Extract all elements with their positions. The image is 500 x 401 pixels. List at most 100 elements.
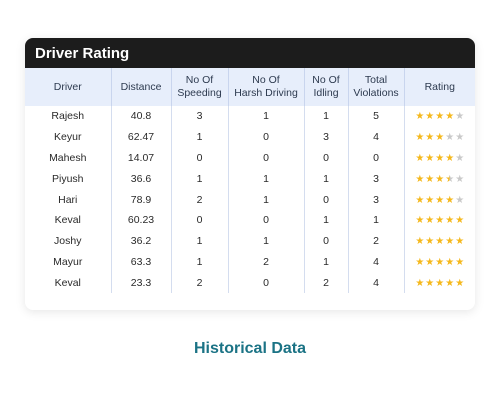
star-filled-icon: ★	[415, 277, 425, 289]
star-filled-icon: ★	[415, 111, 425, 123]
star-filled-icon: ★	[435, 152, 445, 164]
table-body: Rajesh 40.8 3 1 1 5 ★ ★ ★ ★ ★ Keyur 62.47 1 0 3 4 ★ ★ ★ ★ ★ Ma…	[25, 106, 475, 294]
star-empty-icon: ★	[455, 152, 465, 164]
star-filled-icon: ★	[445, 256, 455, 268]
cell-rating: ★ ★ ★ ★ ★	[404, 189, 475, 210]
table-row: Rajesh 40.8 3 1 1 5 ★ ★ ★ ★ ★	[25, 106, 475, 127]
cell-violations: 1	[348, 209, 405, 231]
star-empty-icon: ★	[455, 173, 465, 185]
star-filled-icon: ★	[425, 256, 435, 268]
cell-violations: 0	[348, 147, 405, 169]
cell-speeding: 3	[171, 106, 229, 127]
star-filled-icon: ★	[445, 215, 455, 227]
cell-violations: 5	[348, 106, 405, 127]
star-filled-icon: ★	[435, 215, 445, 227]
star-empty-icon: ★	[455, 194, 465, 206]
cell-violations: 2	[348, 230, 405, 252]
cell-idling: 1	[304, 168, 349, 190]
table-row: Piyush 36.6 1 1 1 3 ★ ★ ★ ★ ★	[25, 168, 475, 190]
star-filled-icon: ★	[425, 194, 435, 206]
star-filled-icon: ★	[455, 256, 465, 268]
star-filled-icon: ★	[435, 256, 445, 268]
cell-driver: Rajesh	[25, 106, 112, 127]
cell-distance: 60.23	[111, 209, 172, 231]
star-filled-icon: ★	[415, 236, 425, 248]
cell-rating: ★ ★ ★ ★ ★	[404, 106, 475, 127]
table-row: Joshy 36.2 1 1 0 2 ★ ★ ★ ★ ★	[25, 230, 475, 252]
cell-harsh: 1	[228, 168, 305, 190]
cell-driver: Keval	[25, 209, 112, 231]
cell-violations: 3	[348, 189, 405, 210]
star-filled-icon: ★	[415, 194, 425, 206]
star-filled-icon: ★	[445, 277, 455, 289]
cell-distance: 78.9	[111, 189, 172, 210]
cell-rating: ★ ★ ★ ★ ★	[404, 168, 475, 189]
table-row: Hari 78.9 2 1 0 3 ★ ★ ★ ★ ★	[25, 189, 475, 210]
star-empty-icon: ★	[445, 132, 455, 144]
table-row: Mahesh 14.07 0 0 0 0 ★ ★ ★ ★ ★	[25, 147, 475, 169]
driver-rating-table: Driver Distance No Of Speeding No Of Harsh Dr…	[25, 68, 475, 294]
star-filled-icon: ★	[445, 194, 455, 206]
rating-stars: ★ ★ ★ ★ ★	[415, 277, 465, 289]
star-filled-icon: ★	[455, 236, 465, 248]
cell-driver: Piyush	[25, 168, 112, 190]
cell-speeding: 1	[171, 126, 229, 148]
star-filled-icon: ★	[415, 173, 425, 185]
star-filled-icon: ★	[435, 173, 445, 185]
table-row: Keval 60.23 0 0 1 1 ★ ★ ★ ★ ★	[25, 209, 475, 231]
cell-harsh: 0	[228, 272, 305, 294]
star-filled-icon: ★	[415, 215, 425, 227]
historical-data-caption: Historical Data	[193, 340, 307, 357]
table-row: Keyur 62.47 1 0 3 4 ★ ★ ★ ★ ★	[25, 126, 475, 148]
rating-stars: ★ ★ ★ ★ ★	[415, 256, 465, 268]
star-filled-icon: ★	[425, 152, 435, 164]
column-header-no-of-idling: No Of Idling	[304, 68, 349, 106]
cell-idling: 2	[304, 272, 349, 294]
star-filled-icon: ★	[425, 132, 435, 144]
cell-speeding: 2	[171, 189, 229, 210]
cell-harsh: 2	[228, 251, 305, 273]
cell-distance: 36.2	[111, 230, 172, 252]
star-filled-icon: ★	[435, 194, 445, 206]
star-half-icon: ★	[445, 173, 455, 185]
star-filled-icon: ★	[435, 277, 445, 289]
star-filled-icon: ★	[435, 236, 445, 248]
table-row: Mayur 63.3 1 2 1 4 ★ ★ ★ ★ ★	[25, 251, 475, 273]
cell-distance: 36.6	[111, 168, 172, 190]
star-filled-icon: ★	[425, 173, 435, 185]
cell-distance: 40.8	[111, 106, 172, 127]
cell-speeding: 0	[171, 147, 229, 169]
star-filled-icon: ★	[425, 111, 435, 123]
cell-driver: Mayur	[25, 251, 112, 273]
column-header-no-of-harsh-driving: No Of Harsh Driving	[228, 68, 305, 106]
cell-distance: 63.3	[111, 251, 172, 273]
star-empty-icon: ★	[455, 111, 465, 123]
driver-rating-card: Driver Rating Driver Distance No Of Speedin…	[25, 38, 475, 310]
column-header-driver: Driver	[25, 68, 112, 106]
cell-harsh: 0	[228, 209, 305, 231]
cell-harsh: 1	[228, 189, 305, 210]
cell-harsh: 1	[228, 230, 305, 252]
cell-driver: Keyur	[25, 126, 112, 148]
cell-driver: Hari	[25, 189, 112, 210]
cell-rating: ★ ★ ★ ★ ★	[404, 231, 475, 252]
cell-distance: 14.07	[111, 147, 172, 169]
rating-stars: ★ ★ ★ ★ ★	[415, 152, 465, 164]
table-row: Keval 23.3 2 0 2 4 ★ ★ ★ ★ ★	[25, 272, 475, 294]
cell-driver: Joshy	[25, 230, 112, 252]
star-filled-icon: ★	[455, 277, 465, 289]
cell-rating: ★ ★ ★ ★ ★	[404, 272, 475, 293]
star-filled-icon: ★	[435, 111, 445, 123]
cell-idling: 1	[304, 106, 349, 127]
cell-speeding: 1	[171, 251, 229, 273]
cell-rating: ★ ★ ★ ★ ★	[404, 252, 475, 273]
cell-idling: 1	[304, 209, 349, 231]
cell-rating: ★ ★ ★ ★ ★	[404, 148, 475, 169]
table-header: Driver Distance No Of Speeding No Of Harsh Dr…	[25, 68, 475, 106]
star-filled-icon: ★	[445, 236, 455, 248]
column-header-distance: Distance	[111, 68, 172, 106]
star-filled-icon: ★	[425, 236, 435, 248]
star-filled-icon: ★	[425, 215, 435, 227]
column-header-no-of-speeding: No Of Speeding	[171, 68, 229, 106]
cell-harsh: 0	[228, 147, 305, 169]
